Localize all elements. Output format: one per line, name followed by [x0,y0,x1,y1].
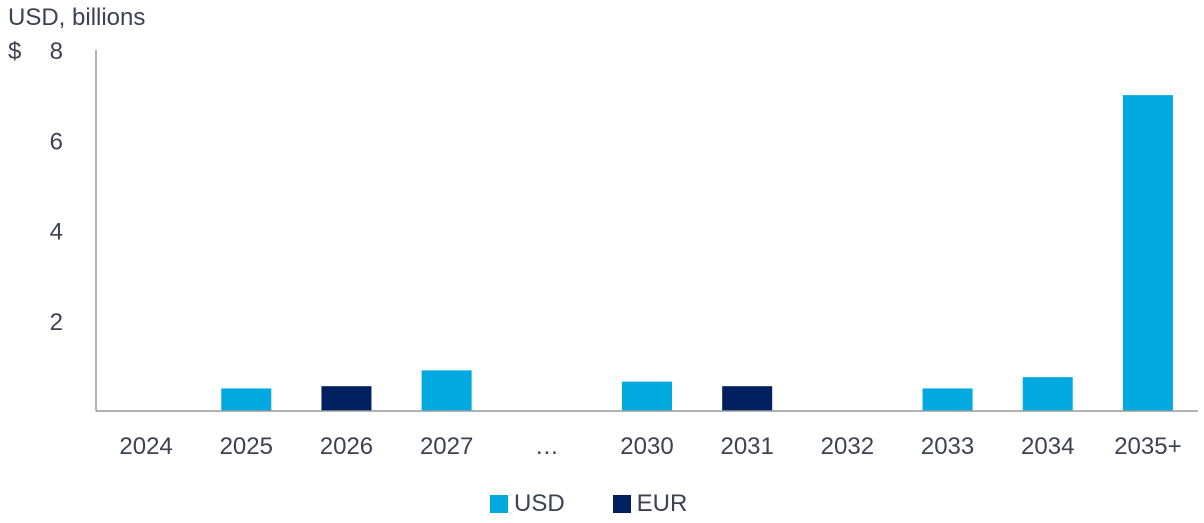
y-tick-label: 8 [50,38,63,65]
legend-item-usd: USD [490,490,565,518]
bar-eur-2031 [722,386,773,411]
legend-label-usd: USD [514,490,565,517]
x-axis-ticks: 2024 2025 2026 2027 … 2030 2031 2032 2033 2034 203… [119,433,1181,460]
x-tick-label: 2026 [320,433,373,460]
legend: USD EUR [490,490,735,518]
bar-usd-2027 [421,370,472,411]
y-tick-label: 2 [50,309,63,336]
y-axis-unit-label: USD, billions [8,4,146,31]
bar-usd-2025 [221,388,272,411]
x-tick-label: 2031 [720,433,773,460]
bar-usd-2030 [622,381,672,411]
y-tick-label: 4 [50,219,63,246]
bars [221,95,1173,411]
x-tick-label: 2032 [821,433,874,460]
y-axis-currency-symbol: $ [8,38,22,65]
legend-swatch-eur [612,495,631,513]
legend-swatch-usd [490,495,508,513]
x-tick-label: 2035+ [1114,433,1181,460]
bar-usd-2035+ [1122,95,1173,411]
bar-usd-2034 [1022,377,1073,411]
x-tick-label: 2025 [220,433,273,460]
bar-eur-2026 [321,386,372,411]
x-tick-label: 2024 [119,433,172,460]
legend-item-eur: EUR [612,490,688,518]
x-tick-label: 2034 [1021,433,1074,460]
x-tick-label: … [535,433,559,460]
y-axis-ticks: 2 4 6 8 [50,38,63,336]
x-tick-label: 2030 [620,433,673,460]
legend-label-eur: EUR [636,490,688,517]
bar-usd-2033 [922,388,973,411]
x-tick-label: 2033 [921,433,974,460]
x-tick-label: 2027 [420,433,473,460]
y-tick-label: 6 [50,128,63,155]
